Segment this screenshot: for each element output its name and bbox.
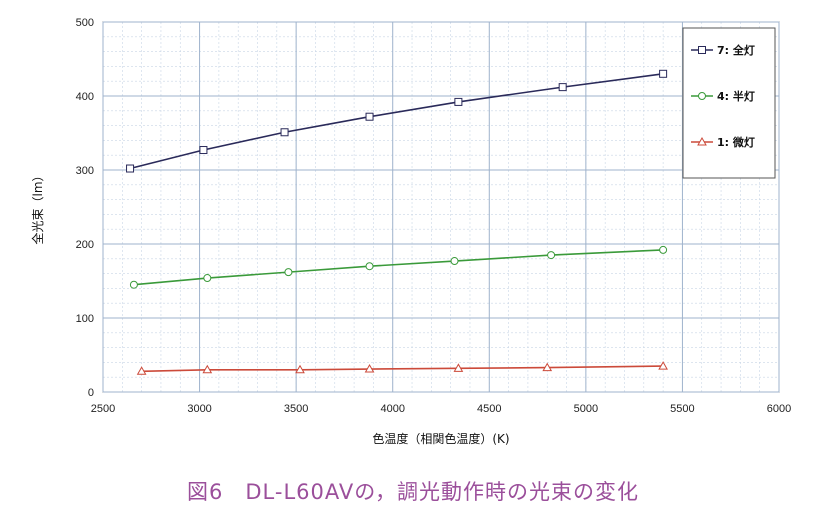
x-tick-label: 6000 — [767, 403, 791, 415]
legend-marker — [698, 46, 706, 54]
legend-entry: 7: 全灯 — [691, 43, 755, 57]
legend-label: 7: 全灯 — [717, 43, 755, 57]
y-axis-title: 全光束（lm） — [30, 169, 45, 244]
x-tick-label: 4500 — [477, 403, 501, 415]
data-point — [364, 364, 375, 373]
y-tick-label: 500 — [76, 17, 94, 29]
x-tick-label: 2500 — [91, 403, 115, 415]
data-point — [199, 146, 208, 155]
data-point — [542, 362, 553, 372]
y-tick-label: 300 — [76, 165, 94, 177]
y-tick-label: 0 — [88, 387, 94, 399]
tick-labels: 2500 3000 3500 4000 4500 5000 5500 6000 0 100 200 3… — [76, 17, 792, 415]
figure-caption: 図6 DL-L60AVの，調光動作時の光束の変化 — [187, 480, 639, 504]
y-tick-label: 100 — [76, 313, 94, 325]
data-point — [284, 268, 293, 277]
data-point — [365, 112, 374, 121]
data-point — [295, 364, 305, 374]
y-tick-label: 400 — [76, 91, 94, 103]
data-point — [365, 262, 374, 271]
x-tick-label: 3500 — [284, 403, 308, 415]
y-tick-label: 200 — [76, 239, 94, 251]
grid — [102, 21, 780, 393]
legend-label: 1: 微灯 — [717, 135, 755, 149]
x-tick-label: 3000 — [187, 403, 211, 415]
legend-marker — [698, 92, 706, 100]
chart: 2500 3000 3500 4000 4500 5000 5500 6000 0 100 200 3… — [30, 17, 792, 446]
data-point — [280, 128, 289, 137]
data-point — [453, 363, 464, 372]
data-point — [450, 257, 459, 266]
legend: 7: 全灯 4: 半灯 1: 微灯 — [682, 27, 776, 179]
x-tick-label: 5500 — [670, 403, 694, 415]
x-tick-label: 5000 — [574, 403, 598, 415]
series-1 — [126, 69, 668, 173]
data-point — [136, 366, 147, 375]
legend-entry: 1: 微灯 — [691, 135, 755, 149]
x-axis-title: 色温度（相関色温度）(K) — [372, 431, 509, 446]
data-point — [659, 245, 668, 254]
data-point — [202, 364, 213, 374]
series-2 — [129, 245, 668, 289]
legend-entry: 4: 半灯 — [691, 89, 755, 103]
series-layer — [126, 69, 668, 375]
legend-marker — [697, 136, 707, 146]
data-point — [658, 361, 668, 370]
data-point — [126, 164, 135, 173]
data-point — [129, 280, 138, 289]
data-point — [659, 69, 668, 78]
series-3 — [136, 361, 668, 375]
data-point — [454, 97, 463, 106]
data-point — [558, 83, 567, 92]
data-point — [203, 274, 212, 283]
data-point — [547, 251, 556, 260]
plot-area — [102, 21, 780, 393]
legend-label: 4: 半灯 — [717, 89, 755, 103]
x-tick-label: 4000 — [380, 403, 404, 415]
